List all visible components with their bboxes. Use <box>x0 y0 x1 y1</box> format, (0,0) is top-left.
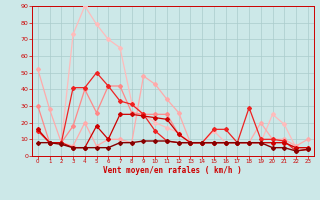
X-axis label: Vent moyen/en rafales ( km/h ): Vent moyen/en rafales ( km/h ) <box>103 166 242 175</box>
